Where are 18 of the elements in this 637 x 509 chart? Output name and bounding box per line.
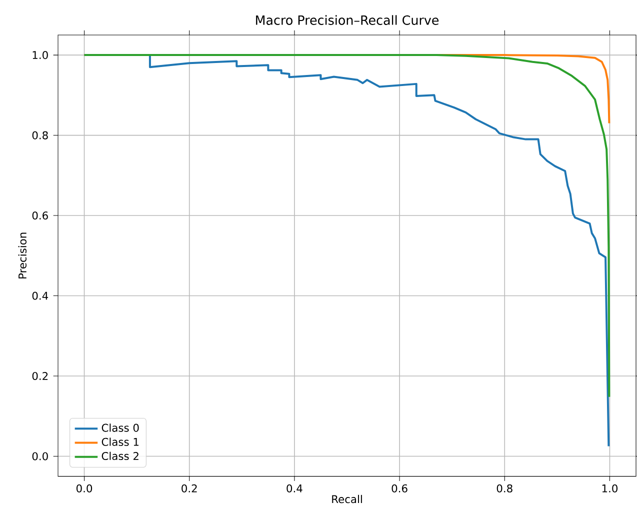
x-tick-label: 1.0 xyxy=(602,484,618,492)
y-tick-label: 1.0 xyxy=(32,51,48,60)
y-tick-label: 0.8 xyxy=(32,131,48,140)
y-tick-label: 0.2 xyxy=(32,372,48,380)
y-axis-title: Precision xyxy=(18,232,26,278)
x-tick-label: 0.8 xyxy=(496,484,512,492)
x-tick-label: 0.4 xyxy=(286,484,302,492)
x-tick-label: 0.0 xyxy=(76,484,92,492)
legend-label: Class 2 xyxy=(102,452,138,460)
y-tick-label: 0.6 xyxy=(32,211,48,220)
legend-label: Class 0 xyxy=(102,424,139,432)
x-tick-label: 0.2 xyxy=(182,484,197,492)
x-axis-title: Recall xyxy=(332,494,362,504)
chart-title: Macro Precision–Recall Curve xyxy=(256,15,439,25)
legend-label: Class 1 xyxy=(102,438,138,446)
x-tick-label: 0.6 xyxy=(392,484,408,492)
y-tick-label: 0.0 xyxy=(32,452,48,460)
y-tick-label: 0.4 xyxy=(32,292,48,300)
